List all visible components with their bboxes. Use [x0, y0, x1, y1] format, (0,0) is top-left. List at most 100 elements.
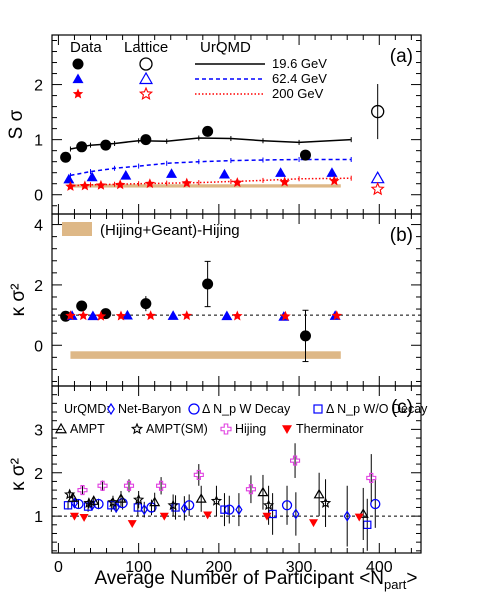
data-point — [78, 310, 89, 321]
data-point — [279, 176, 290, 187]
legend-prefix: UrQMD: — [64, 402, 110, 416]
data-point — [114, 179, 126, 190]
x-axis-title-end: > — [406, 568, 417, 589]
legend-marker-lattice — [138, 86, 154, 101]
data-point — [357, 508, 369, 518]
data-point — [331, 310, 342, 321]
data-point — [232, 177, 243, 188]
y-tick-label: 1 — [34, 509, 43, 526]
data-point — [275, 167, 287, 177]
legend-head-lattice: Lattice — [124, 39, 168, 56]
legend-band-label: (Hijing+Geant)-Hijing — [100, 222, 240, 239]
data-point — [370, 498, 381, 510]
legend-marker — [282, 425, 292, 434]
x-tick-label: 400 — [366, 559, 393, 576]
data-point — [107, 496, 119, 508]
x-axis-title-main: Average Number of Participant <N — [94, 568, 384, 589]
y-axis-title: κ σ² — [8, 458, 29, 491]
data-point — [193, 469, 204, 480]
data-point — [97, 480, 108, 491]
x-tick-label: 200 — [206, 559, 233, 576]
data-point — [64, 488, 76, 500]
data-point — [79, 180, 91, 191]
data-point — [115, 310, 127, 321]
legend-energy-label: 62.4 GeV — [272, 71, 327, 86]
data-point — [145, 310, 156, 321]
data-point — [319, 497, 332, 508]
data-point — [115, 493, 127, 503]
panel-tag: (b) — [390, 225, 413, 246]
x-tick-label: 100 — [125, 559, 152, 576]
legend-marker — [130, 422, 144, 435]
data-point — [299, 149, 311, 161]
data-point — [73, 498, 84, 510]
data-point — [354, 513, 364, 522]
data-point — [144, 178, 156, 189]
data-point — [203, 511, 213, 520]
data-point — [100, 139, 112, 151]
panel-b: 0 2 4 (b) κ σ² (Hijing+Geant)-Hijing — [8, 213, 422, 387]
data-point — [180, 502, 188, 514]
x-axis-title: Average Number of Participant <Npart> — [94, 568, 417, 592]
data-point — [166, 168, 178, 178]
y-axis-title: S σ — [6, 109, 27, 139]
y-tick-label: 2 — [34, 278, 43, 295]
data-point — [86, 171, 98, 182]
data-point — [280, 310, 291, 321]
legend-entry: AMPT(SM) — [146, 422, 208, 436]
data-point — [149, 496, 161, 507]
legend-entry: AMPT — [70, 422, 105, 436]
data-point — [210, 495, 223, 506]
data-point — [159, 512, 169, 521]
data-point — [132, 493, 145, 505]
data-point — [87, 310, 99, 321]
x-tick-label: 0 — [54, 559, 63, 576]
data-point — [120, 169, 132, 180]
data-point — [245, 484, 256, 495]
data-point — [257, 486, 269, 497]
lattice-point — [371, 104, 385, 119]
legend-head-data: Data — [70, 39, 102, 56]
data-point — [181, 177, 192, 188]
data-point — [232, 310, 243, 321]
legend-head-urqmd: UrQMD — [200, 39, 251, 56]
data-point — [112, 501, 120, 514]
legend-marker — [72, 58, 84, 70]
y-axis-title: κ σ² — [8, 284, 29, 317]
legend-marker — [220, 423, 232, 435]
data-point — [262, 499, 275, 511]
y-tick-label: 0 — [34, 338, 43, 355]
legend-entry: Net-Baryon — [118, 402, 181, 416]
data-point — [299, 330, 311, 342]
data-point — [218, 168, 230, 179]
data-point — [83, 497, 95, 508]
data-point — [88, 495, 100, 505]
data-point — [123, 480, 135, 491]
data-point — [65, 310, 76, 321]
data-point — [140, 504, 148, 516]
legend-marker — [72, 88, 84, 99]
data-point — [181, 310, 192, 321]
legend-entry: Therminator — [296, 422, 363, 436]
panel-tag: (a) — [390, 46, 413, 67]
data-point — [121, 309, 133, 320]
lattice-point — [370, 181, 385, 196]
urqmd-line-62.4 GeV — [70, 158, 352, 177]
data-point — [76, 141, 88, 153]
legend-marker — [188, 403, 200, 415]
data-point — [167, 499, 179, 511]
y-tick-label: 4 — [34, 218, 43, 235]
data-point — [69, 512, 79, 521]
data-point — [63, 173, 75, 184]
data-point — [343, 510, 351, 522]
y-tick-label: 2 — [34, 466, 43, 483]
data-point — [95, 179, 107, 190]
x-tick-label: 300 — [286, 559, 313, 576]
legend-marker-lattice — [138, 71, 154, 85]
x-axis-title-sub: part — [384, 577, 407, 592]
legend-marker — [313, 404, 323, 414]
data-point — [79, 514, 89, 522]
data-point — [309, 519, 319, 528]
